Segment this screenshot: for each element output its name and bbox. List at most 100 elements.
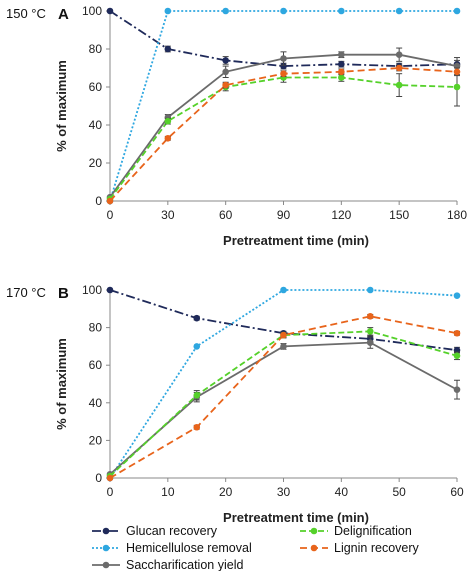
- panel-a-y-tick-label: 0: [95, 194, 102, 208]
- panel-a-lignin-recovery-point: [338, 68, 345, 76]
- panel-a-x-axis-label: Pretreatment time (min): [223, 233, 369, 248]
- panel-a-lignin-recovery-point: [222, 81, 229, 89]
- panel-a-x-tick-label: 180: [447, 208, 467, 222]
- panel-a-y-tick-label: 80: [89, 42, 103, 56]
- panel-b-x-tick-label: 30: [277, 485, 291, 499]
- legend-label: Glucan recovery: [126, 524, 218, 538]
- panel-a-glucan-recovery-point: [338, 60, 345, 68]
- legend-item-saccharification-yield: Saccharification yield: [92, 558, 243, 571]
- panel-a-lignin-recovery-point: [453, 68, 461, 76]
- panel-b-label: B: [58, 285, 69, 302]
- panel-a-delignification-point: [453, 83, 461, 91]
- panel-b-temperature: 170 °C: [6, 285, 46, 300]
- panel-b-hemicellulose-removal-line: [109, 289, 458, 479]
- panel-a-delignification-point: [164, 117, 172, 125]
- panel-b-saccharification-yield-point: [366, 339, 374, 346]
- panel-b-x-tick-label: 20: [219, 485, 233, 499]
- panel-a-saccharification-yield-point: [395, 51, 403, 58]
- panel-b-x-tick-label: 0: [107, 485, 114, 499]
- panel-a-glucan-recovery-point: [106, 7, 114, 15]
- panel-a-x-tick-label: 60: [219, 208, 233, 222]
- legend-swatch-marker: [102, 527, 110, 535]
- panel-b-glucan-recovery-point: [106, 286, 114, 294]
- panel-a-glucan-recovery-point: [164, 45, 172, 53]
- panel-b-hemicellulose-removal-point: [453, 292, 461, 299]
- panel-a-delignification-series: [106, 67, 461, 203]
- panel-a-x-tick-label: 120: [331, 208, 351, 222]
- panel-b-y-tick-label: 100: [82, 283, 102, 297]
- panel-a-x-tick-label: 90: [277, 208, 291, 222]
- panel-a-glucan-recovery-point: [222, 57, 229, 64]
- panel-a-x-tick-label: 0: [107, 208, 114, 222]
- panel-b-y-axis-label: % of maximum: [54, 338, 69, 430]
- panel-a-hemicellulose-removal-series: [106, 7, 461, 205]
- panel-b-saccharification-yield-point: [453, 386, 461, 393]
- legend-label: Lignin recovery: [334, 541, 420, 555]
- panel-a-hemicellulose-removal-point: [338, 7, 345, 15]
- panel-b-saccharification-yield-series: [106, 336, 461, 478]
- panel-a-hemicellulose-removal-point: [395, 7, 403, 15]
- legend-item-lignin-recovery: Lignin recovery: [300, 541, 420, 555]
- legend-swatch-marker: [102, 561, 110, 569]
- panel-a-glucan-recovery-point: [280, 62, 287, 70]
- panel-a-label: A: [58, 6, 69, 23]
- panel-b-delignification-point: [453, 352, 461, 360]
- legend-label: Delignification: [334, 524, 412, 538]
- panel-b-saccharification-yield-point: [280, 343, 287, 350]
- panel-a-saccharification-yield-point: [338, 51, 345, 58]
- panel-b-y-tick-label: 60: [89, 358, 103, 372]
- panel-a-hemicellulose-removal-point: [280, 7, 287, 15]
- panel-b-x-tick-label: 50: [392, 485, 406, 499]
- panel-a-temperature: 150 °C: [6, 6, 46, 21]
- panel-b-x-tick-label: 10: [161, 485, 175, 499]
- legend-item-hemicellulose-removal: Hemicellulose removal: [92, 541, 252, 555]
- legend-swatch-marker: [102, 544, 110, 552]
- panel-b-y-tick-label: 80: [89, 321, 103, 335]
- panel-a-delignification-line: [109, 76, 458, 200]
- legend-label: Saccharification yield: [126, 558, 243, 571]
- panel-b-x-axis-label: Pretreatment time (min): [223, 510, 369, 525]
- panel-a-y-tick-label: 100: [82, 4, 102, 18]
- legend-label: Hemicellulose removal: [126, 541, 252, 555]
- panel-b-lignin-recovery-series: [106, 313, 461, 482]
- panel-a-y-tick-label: 40: [89, 118, 103, 132]
- panel-b-hemicellulose-removal-point: [193, 343, 201, 350]
- panel-a-delignification-point: [338, 74, 345, 81]
- chart-panel-a: 150 °C A % of maximum Pretreatment time …: [6, 4, 467, 248]
- panel-a-lignin-recovery-point: [106, 197, 114, 205]
- panel-a-y-tick-label: 60: [89, 80, 103, 94]
- panel-b-y-tick-label: 0: [95, 471, 102, 485]
- panel-a-saccharification-yield-point: [222, 68, 229, 76]
- panel-a-y-tick-label: 20: [89, 156, 103, 170]
- panel-b-lignin-recovery-point: [106, 474, 114, 482]
- panel-b-lignin-recovery-point: [366, 313, 374, 320]
- panel-b-glucan-recovery-line: [109, 289, 458, 352]
- panel-a-hemicellulose-removal-point: [453, 7, 461, 15]
- panel-a-y-axis-label: % of maximum: [54, 60, 69, 152]
- panel-a-x-tick-label: 30: [161, 208, 175, 222]
- panel-a-x-tick-label: 150: [389, 208, 409, 222]
- panel-b-delignification-point: [193, 391, 201, 399]
- panel-a-hemicellulose-removal-point: [222, 7, 229, 15]
- panel-a-lignin-recovery-point: [395, 64, 403, 72]
- legend-swatch-marker: [310, 544, 318, 552]
- panel-a-lignin-recovery-point: [164, 135, 172, 142]
- panel-b-lignin-recovery-point: [280, 331, 287, 339]
- legend-item-delignification: Delignification: [300, 524, 412, 538]
- panel-b-lignin-recovery-point: [453, 329, 461, 337]
- panel-b-saccharification-yield-line: [109, 341, 458, 475]
- panel-a-lignin-recovery-series: [106, 64, 461, 205]
- panel-b-x-tick-label: 40: [335, 485, 349, 499]
- legend-swatch-marker: [310, 527, 318, 535]
- panel-b-hemicellulose-removal-series: [106, 286, 461, 482]
- panel-a-lignin-recovery-point: [280, 70, 287, 77]
- panel-b-y-tick-label: 20: [89, 433, 103, 447]
- panel-b-delignification-line: [109, 330, 458, 477]
- panel-b-y-tick-label: 40: [89, 396, 103, 410]
- legend: Glucan recovery Delignification Hemicellul…: [92, 524, 420, 571]
- panel-b-x-tick-label: 60: [450, 485, 464, 499]
- panel-b-lignin-recovery-point: [193, 423, 201, 431]
- panel-b-hemicellulose-removal-point: [366, 286, 374, 294]
- panel-b-hemicellulose-removal-point: [280, 286, 287, 294]
